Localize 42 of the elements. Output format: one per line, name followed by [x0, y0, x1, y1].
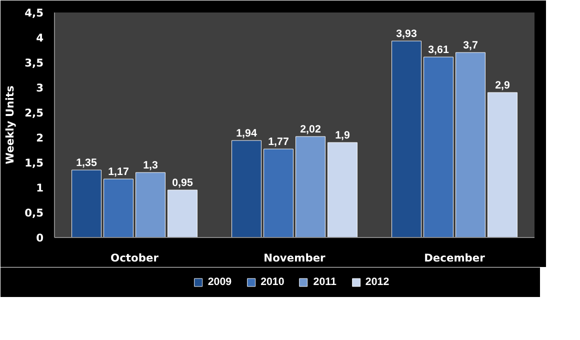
bar	[72, 170, 102, 238]
legend-label: 2011	[313, 276, 336, 288]
y-tick-label: 4	[36, 32, 44, 44]
y-tick-label: 1	[36, 182, 44, 194]
y-tick-label: 4,5	[24, 6, 44, 20]
data-label: 3,61	[428, 44, 449, 56]
data-label: 1,77	[268, 136, 289, 148]
y-tick-label: 1,5	[24, 156, 44, 170]
bar	[136, 172, 166, 238]
legend-label: 2009	[208, 276, 232, 288]
data-label: 1,9	[335, 130, 350, 142]
bar	[264, 148, 294, 238]
data-label: 1,17	[108, 166, 129, 178]
data-label: 2,02	[300, 124, 321, 136]
x-tick-label: December	[424, 252, 486, 264]
y-axis-title: Weekly Units	[4, 86, 17, 164]
data-label: 0,95	[172, 177, 193, 189]
bar	[328, 142, 358, 238]
bar	[104, 178, 134, 238]
y-tick-label: 0	[36, 232, 44, 244]
bar	[392, 40, 422, 238]
bar	[168, 190, 198, 238]
y-tick-label: 3	[36, 82, 44, 94]
y-tick-label: 2,5	[24, 106, 44, 120]
data-label: 1,35	[76, 157, 97, 169]
data-label: 1,3	[143, 160, 158, 172]
y-tick-label: 3,5	[24, 56, 44, 70]
bar	[296, 136, 326, 238]
bar	[232, 140, 262, 238]
data-label: 2,9	[495, 80, 510, 92]
data-label: 1,94	[236, 128, 257, 140]
bar	[488, 92, 518, 238]
legend-label: 2012	[365, 276, 390, 288]
bar	[424, 56, 454, 238]
legend-label: 2010	[260, 276, 284, 288]
data-label: 3,7	[463, 40, 478, 52]
y-tick-label: 2	[36, 132, 44, 144]
x-tick-label: October	[110, 252, 160, 264]
bar	[456, 52, 486, 238]
x-tick-label: November	[264, 252, 326, 264]
data-label: 3,93	[396, 28, 417, 40]
y-tick-label: 0,5	[24, 206, 44, 220]
